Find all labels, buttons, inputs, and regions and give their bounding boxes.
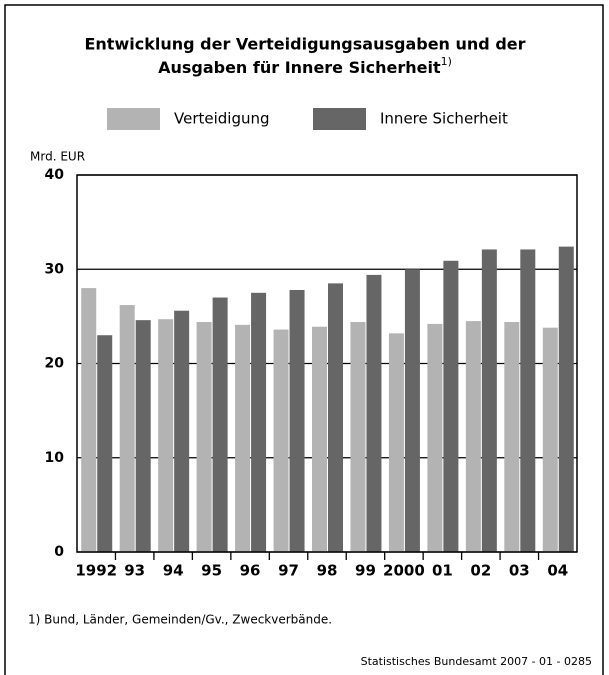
y-axis-label: Mrd. EUR — [30, 150, 85, 164]
footnote: 1) Bund, Länder, Gemeinden/Gv., Zweckver… — [28, 613, 332, 627]
legend-swatch — [313, 108, 366, 130]
bar — [520, 249, 536, 552]
title-note: 1) — [441, 55, 452, 68]
bar — [235, 324, 251, 552]
x-tick-label: 93 — [124, 562, 145, 580]
bar — [443, 260, 459, 552]
y-tick-label: 30 — [45, 261, 65, 277]
y-tick-label: 40 — [45, 167, 65, 183]
x-tick-label: 03 — [509, 562, 530, 580]
bar — [81, 288, 97, 552]
bar — [366, 274, 382, 552]
x-tick-label: 02 — [470, 562, 491, 580]
bar — [135, 320, 151, 552]
bar — [251, 292, 267, 552]
bar — [97, 335, 113, 552]
bar — [350, 322, 366, 552]
bar — [427, 323, 443, 552]
chart-title: Entwicklung der Verteidigungsausgaben un… — [84, 35, 525, 54]
x-tick-label: 1992 — [75, 562, 117, 580]
bar — [404, 269, 420, 552]
x-tick-label: 01 — [432, 562, 453, 580]
y-tick-label: 10 — [45, 450, 65, 466]
chart-title-line: Ausgaben für Innere Sicherheit — [158, 58, 441, 77]
plot-border — [76, 174, 578, 553]
legend-swatch — [107, 108, 160, 130]
bar — [481, 249, 497, 552]
bar — [542, 327, 558, 552]
x-tick-label: 94 — [163, 562, 184, 580]
bar — [273, 329, 289, 552]
bar — [174, 310, 190, 552]
x-tick-label: 98 — [317, 562, 338, 580]
x-tick-label: 96 — [240, 562, 261, 580]
x-tick-label: 99 — [355, 562, 376, 580]
legend-label: Innere Sicherheit — [380, 110, 508, 128]
y-tick-label: 0 — [54, 544, 64, 560]
bar — [158, 319, 174, 552]
bar — [328, 283, 343, 552]
bar — [465, 321, 481, 552]
bar — [196, 322, 212, 552]
x-tick-label: 95 — [201, 562, 222, 580]
bar — [504, 322, 520, 552]
bar — [558, 246, 574, 552]
frame — [4, 4, 604, 675]
bar — [388, 333, 404, 552]
legend-label: Verteidigung — [174, 110, 270, 128]
bar — [289, 289, 305, 552]
chart-title: Ausgaben für Innere Sicherheit1) — [158, 55, 452, 77]
bar — [212, 297, 228, 552]
x-tick-label: 04 — [547, 562, 568, 580]
x-tick-label: 2000 — [383, 562, 425, 580]
bar — [119, 305, 135, 552]
x-tick-label: 97 — [278, 562, 299, 580]
bar — [312, 326, 327, 552]
y-tick-label: 20 — [45, 356, 65, 372]
source: Statistisches Bundesamt 2007 - 01 - 0285 — [361, 655, 592, 668]
